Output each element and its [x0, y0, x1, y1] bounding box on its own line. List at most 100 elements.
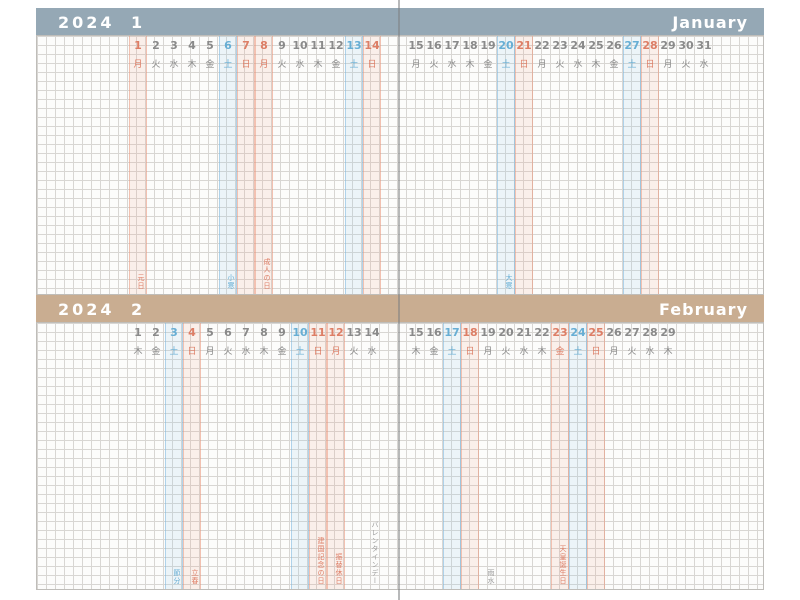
event-label: 節分 — [173, 569, 181, 585]
day-number: 3 — [170, 326, 178, 339]
weekend-band — [255, 36, 273, 294]
day-number: 17 — [444, 39, 460, 52]
day-number: 14 — [364, 326, 380, 339]
day-number: 22 — [534, 326, 550, 339]
day-weekday: 金 — [205, 60, 215, 70]
day-number: 15 — [408, 326, 424, 339]
day-number: 11 — [310, 39, 326, 52]
weekend-band — [345, 36, 363, 294]
day-number: 1 — [134, 39, 142, 52]
year-label: 2024 — [58, 13, 115, 32]
day-weekday: 土 — [223, 60, 233, 70]
weekend-band — [183, 323, 201, 589]
day-number: 4 — [188, 326, 196, 339]
day-weekday: 日 — [241, 60, 251, 70]
day-number: 4 — [188, 39, 196, 52]
day-weekday: 金 — [151, 347, 161, 357]
day-number: 28 — [642, 39, 658, 52]
day-weekday: 月 — [483, 347, 493, 357]
day-number: 29 — [660, 326, 676, 339]
day-number: 18 — [462, 39, 478, 52]
day-weekday: 水 — [519, 347, 529, 357]
day-number: 11 — [310, 326, 326, 339]
day-number: 2 — [152, 39, 160, 52]
day-weekday: 月 — [609, 347, 619, 357]
day-number: 22 — [534, 39, 550, 52]
event-label: 建国記念の日 — [317, 537, 325, 585]
day-number: 31 — [696, 39, 712, 52]
day-number: 27 — [624, 326, 640, 339]
february-header-band: 2024 2 February — [36, 295, 764, 322]
day-number: 7 — [242, 326, 250, 339]
weekend-band — [623, 36, 641, 294]
event-label: 立春 — [191, 569, 199, 585]
day-weekday: 水 — [573, 60, 583, 70]
day-number: 5 — [206, 39, 214, 52]
day-number: 21 — [516, 326, 532, 339]
event-label: 小寒 — [227, 274, 235, 290]
day-number: 14 — [364, 39, 380, 52]
day-number: 12 — [328, 326, 344, 339]
day-weekday: 火 — [277, 60, 287, 70]
event-label: 雨水 — [487, 569, 495, 585]
day-number: 10 — [292, 326, 308, 339]
day-weekday: 金 — [429, 347, 439, 357]
day-number: 26 — [606, 326, 622, 339]
weekend-band — [443, 323, 461, 589]
day-weekday: 火 — [627, 347, 637, 357]
day-number: 16 — [426, 326, 442, 339]
day-number: 3 — [170, 39, 178, 52]
day-number: 28 — [642, 326, 658, 339]
day-weekday: 水 — [645, 347, 655, 357]
day-weekday: 木 — [187, 60, 197, 70]
day-number: 25 — [588, 326, 604, 339]
day-number: 30 — [678, 39, 694, 52]
day-number: 17 — [444, 326, 460, 339]
day-number: 26 — [606, 39, 622, 52]
weekend-band — [569, 323, 587, 589]
day-number: 2 — [152, 326, 160, 339]
weekend-band — [587, 323, 605, 589]
weekend-band — [237, 36, 255, 294]
day-number: 7 — [242, 39, 250, 52]
day-weekday: 月 — [537, 60, 547, 70]
january-grid: 1 月 2 火 3 水 4 木 5 金 6 土 7 日 8 月 9 火 10 水 11 木 12 金 13 土 14 日 15 月 16 火 1… — [36, 35, 764, 295]
day-weekday: 火 — [501, 347, 511, 357]
day-number: 15 — [408, 39, 424, 52]
day-weekday: 金 — [609, 60, 619, 70]
day-weekday: 木 — [465, 60, 475, 70]
day-number: 9 — [278, 326, 286, 339]
day-number: 24 — [570, 39, 586, 52]
day-number: 5 — [206, 326, 214, 339]
day-weekday: 火 — [429, 60, 439, 70]
day-number: 23 — [552, 326, 568, 339]
day-number: 23 — [552, 39, 568, 52]
weekend-band — [309, 323, 327, 589]
day-weekday: 木 — [313, 60, 323, 70]
day-weekday: 月 — [133, 60, 143, 70]
day-weekday: 水 — [295, 60, 305, 70]
day-weekday: 火 — [349, 347, 359, 357]
weekend-band — [327, 323, 345, 589]
day-number: 25 — [588, 39, 604, 52]
day-weekday: 日 — [187, 347, 197, 357]
event-label: バレンタインデー — [371, 521, 379, 585]
day-number: 6 — [224, 326, 232, 339]
day-weekday: 火 — [681, 60, 691, 70]
day-weekday: 木 — [663, 347, 673, 357]
day-number: 6 — [224, 39, 232, 52]
weekend-band — [551, 323, 569, 589]
day-weekday: 金 — [277, 347, 287, 357]
day-number: 13 — [346, 39, 362, 52]
day-number: 8 — [260, 39, 268, 52]
day-weekday: 水 — [241, 347, 251, 357]
day-number: 8 — [260, 326, 268, 339]
weekend-band — [497, 36, 515, 294]
february-grid: 1 木 2 金 3 土 4 日 5 月 6 火 7 水 8 木 9 金 10 土 11 日 12 月 13 火 14 水 15 木 16 金 1… — [36, 322, 764, 590]
day-weekday: 土 — [349, 60, 359, 70]
january-header-band: 2024 1 January — [36, 8, 764, 35]
page-gutter-line — [398, 0, 400, 600]
weekend-band — [641, 36, 659, 294]
day-weekday: 水 — [367, 347, 377, 357]
